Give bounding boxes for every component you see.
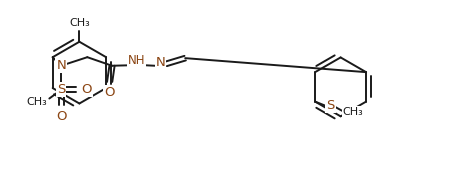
Text: N: N <box>156 56 165 69</box>
Text: CH₃: CH₃ <box>343 107 364 117</box>
Text: O: O <box>56 110 66 123</box>
Text: N: N <box>56 59 66 72</box>
Text: O: O <box>104 86 115 99</box>
Text: NH: NH <box>128 54 146 67</box>
Text: O: O <box>82 83 92 96</box>
Text: S: S <box>57 83 65 96</box>
Text: CH₃: CH₃ <box>69 18 90 28</box>
Text: CH₃: CH₃ <box>26 97 47 107</box>
Text: S: S <box>326 99 334 112</box>
